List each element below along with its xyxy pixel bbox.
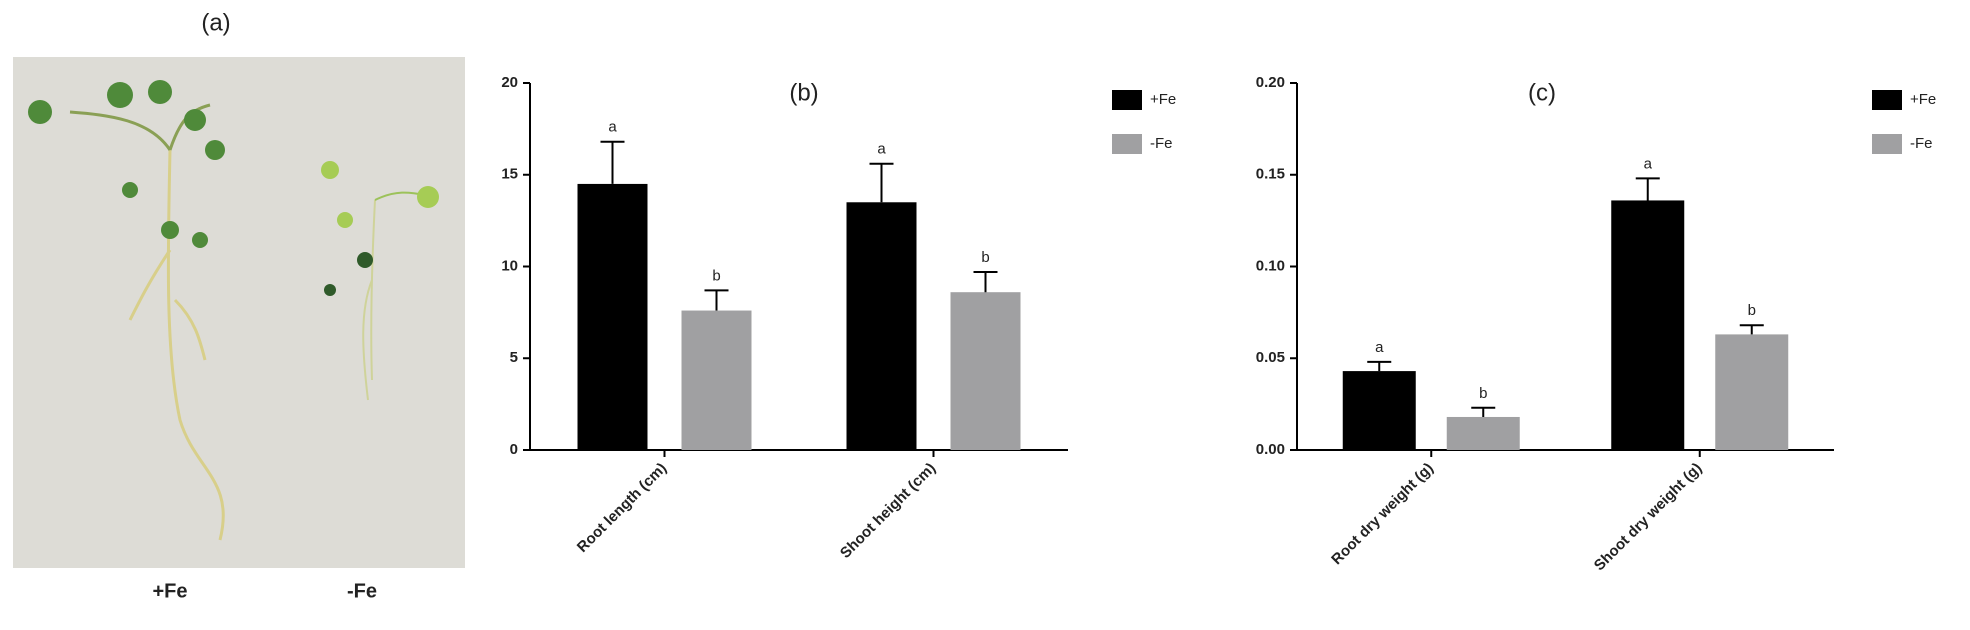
significance-letter: b: [981, 249, 989, 266]
photo-caption: +Fe: [152, 580, 187, 602]
bar: [681, 310, 752, 450]
significance-letter: a: [608, 119, 617, 136]
x-tick-label: Shoot height (cm): [837, 460, 939, 562]
y-tick-label: 0.20: [1256, 74, 1285, 91]
error-bar: [1471, 406, 1496, 417]
photo-label: (a): [201, 9, 230, 36]
error-bar: [869, 162, 894, 203]
legend-label: -Fe: [1150, 135, 1173, 152]
y-tick-label: 20: [501, 74, 518, 91]
legend-swatch: [1112, 90, 1142, 110]
chart: (b) 0 5 10 15 20 Root length (cm) a b Shoot heigh…: [501, 74, 1176, 562]
significance-letter: a: [877, 141, 886, 158]
error-bar: [600, 140, 625, 184]
chart-title: (c): [1528, 79, 1556, 106]
y-tick-label: 15: [501, 166, 518, 183]
y-tick-label: 10: [501, 257, 518, 274]
bar: [1715, 334, 1789, 450]
legend-label: +Fe: [1150, 91, 1176, 108]
y-tick-label: 0.10: [1256, 257, 1285, 274]
photo-caption: -Fe: [347, 580, 377, 602]
significance-letter: a: [1644, 155, 1653, 172]
x-tick-label: Root dry weight (g): [1328, 460, 1437, 569]
chart: (c) 0.00 0.05 0.10 0.15 0.20 Root dry weight (…: [1256, 74, 1936, 574]
leaves-plus-fe: [28, 80, 225, 248]
x-tick-label: Root length (cm): [574, 460, 670, 556]
bar: [1446, 416, 1520, 450]
photo-panel: (a) +Fe -Fe: [13, 9, 465, 602]
y-tick-label: 0: [510, 441, 518, 458]
legend-label: +Fe: [1910, 91, 1936, 108]
significance-letter: b: [1748, 302, 1756, 319]
legend-label: -Fe: [1910, 135, 1933, 152]
y-tick-label: 5: [510, 349, 518, 366]
bar: [846, 202, 917, 450]
significance-letter: a: [1375, 339, 1384, 356]
bar: [1342, 371, 1416, 450]
error-bar: [973, 271, 998, 293]
photo: [13, 57, 465, 568]
bar: [577, 183, 648, 451]
bar: [950, 292, 1021, 450]
significance-letter: b: [712, 267, 720, 284]
x-tick-label: Shoot dry weight (g): [1591, 460, 1706, 575]
leaves-minus-fe: [321, 161, 439, 296]
y-tick-label: 0.05: [1256, 349, 1285, 366]
y-tick-label: 0.15: [1256, 166, 1285, 183]
error-bar: [1739, 324, 1764, 335]
legend-swatch: [1112, 134, 1142, 154]
significance-letter: b: [1479, 385, 1487, 402]
legend-swatch: [1872, 90, 1902, 110]
error-bar: [1367, 360, 1392, 372]
chart-title: (b): [789, 79, 818, 106]
error-bar: [704, 289, 729, 311]
bar: [1611, 200, 1685, 450]
y-tick-label: 0.00: [1256, 441, 1285, 458]
error-bar: [1635, 177, 1660, 201]
legend-swatch: [1872, 134, 1902, 154]
